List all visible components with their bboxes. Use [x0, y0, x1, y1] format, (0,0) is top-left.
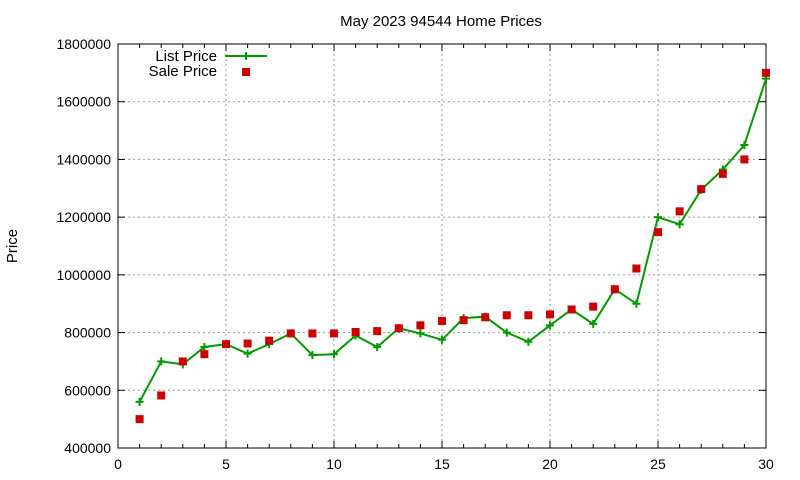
sale-price-point: [546, 310, 554, 319]
sale-price-point: [243, 339, 252, 348]
y-tick-label: 1400000: [56, 151, 111, 167]
y-tick-label: 1000000: [56, 267, 111, 283]
legend-label-sale-price: Sale Price: [149, 63, 217, 80]
sale-price-point: [481, 313, 490, 322]
sale-price-point: [286, 329, 295, 338]
sale-price-point: [200, 350, 209, 359]
x-tick-label: 0: [114, 456, 122, 472]
chart-title: May 2023 94544 Home Prices: [340, 13, 542, 30]
list-price-point: [546, 321, 554, 330]
list-price-point: [438, 335, 446, 344]
list-price-point: [740, 141, 749, 149]
sale-price-point: [373, 327, 382, 336]
sale-price-point: [589, 302, 598, 311]
sale-price-point: [632, 264, 641, 273]
x-tick-label: 10: [326, 456, 342, 472]
list-price-point: [502, 328, 511, 337]
sale-price-point: [330, 329, 338, 338]
y-tick-label: 1200000: [56, 209, 111, 225]
sale-price-point: [157, 391, 166, 400]
y-tick-label: 1600000: [56, 94, 111, 110]
y-tick-label: 1800000: [56, 36, 111, 52]
sale-price-point: [567, 305, 576, 314]
sale-price-point: [675, 207, 684, 216]
x-tick-label: 5: [222, 456, 230, 472]
x-tick-label: 15: [434, 456, 450, 472]
list-price-point: [373, 343, 382, 351]
sale-price-point: [438, 317, 446, 326]
legend-marker-sale-price: [242, 68, 250, 76]
sale-price-point: [265, 336, 274, 345]
legend-marker-list-price: [242, 52, 250, 60]
list-price-point: [200, 343, 209, 351]
list-price-point: [308, 351, 317, 360]
sale-price-point: [222, 340, 230, 349]
series-layer: [135, 68, 770, 424]
list-price-line: [138, 78, 767, 403]
list-price-point: [157, 357, 166, 366]
list-price-point: [330, 350, 338, 359]
list-price-point: [524, 337, 533, 346]
y-tick-label: 400000: [64, 440, 111, 456]
sale-price-point: [697, 185, 706, 194]
sale-price-point: [459, 316, 468, 325]
sale-price-point: [524, 311, 533, 320]
sale-price-point: [610, 285, 619, 294]
grid-lines: [118, 44, 766, 448]
list-price-point: [675, 220, 684, 229]
list-price-point: [589, 319, 598, 328]
legend-label-list-price: List Price: [155, 48, 217, 65]
sale-price-point: [135, 415, 144, 424]
sale-price-point: [740, 155, 749, 164]
y-tick-label: 600000: [64, 382, 111, 398]
x-tick-label: 20: [542, 456, 558, 472]
list-price-point: [416, 329, 425, 338]
x-tick-label: 25: [650, 456, 666, 472]
sale-price-point: [416, 321, 425, 330]
sale-price-point: [394, 324, 403, 333]
list-price-point: [632, 299, 641, 308]
y-axis-label: Price: [4, 229, 21, 263]
sale-price-point: [502, 311, 511, 320]
axis-ticks: 0 5 10 15 20 25 30 400000 600000 800000 1000000 120…: [56, 36, 774, 472]
list-price-point: [243, 349, 252, 358]
sale-price-point: [718, 169, 727, 178]
sale-price-point: [178, 357, 187, 366]
x-tick-label: 30: [758, 456, 774, 472]
sale-price-point: [762, 68, 770, 77]
sale-price-point: [351, 327, 360, 336]
y-tick-label: 800000: [64, 325, 111, 341]
list-price-point: [135, 397, 144, 406]
sale-price-point: [308, 329, 317, 338]
list-price-point: [654, 213, 662, 222]
sale-price-point: [654, 228, 662, 237]
